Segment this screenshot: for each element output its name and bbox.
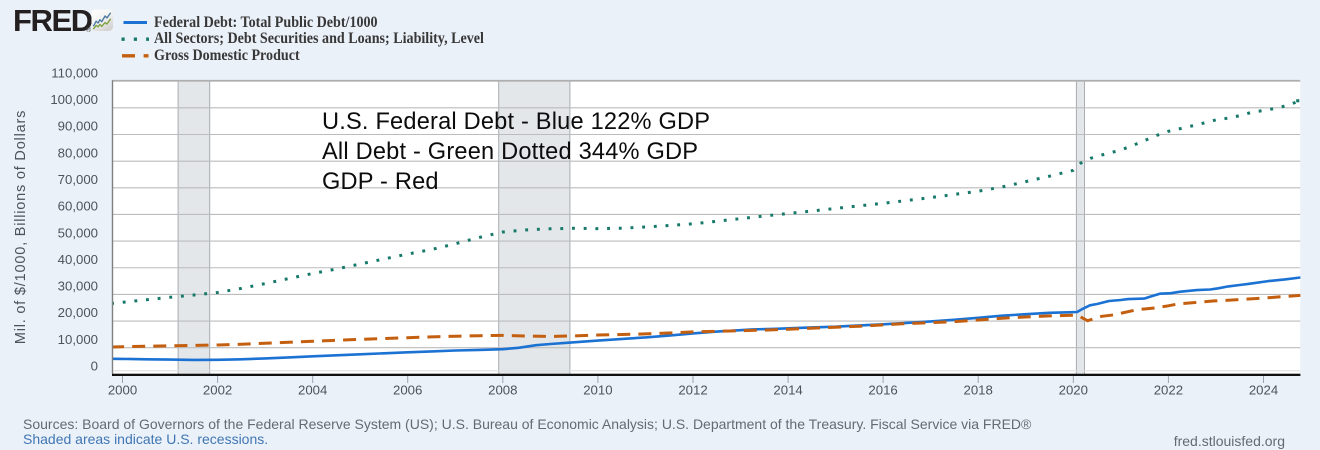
svg-text:2020: 2020 xyxy=(1059,382,1088,397)
svg-text:2022: 2022 xyxy=(1154,382,1183,397)
svg-text:40,000: 40,000 xyxy=(58,252,98,267)
svg-text:2008: 2008 xyxy=(488,382,517,397)
svg-text:80,000: 80,000 xyxy=(58,145,98,160)
svg-text:30,000: 30,000 xyxy=(58,279,98,294)
svg-text:2016: 2016 xyxy=(868,382,897,397)
svg-text:2010: 2010 xyxy=(583,382,612,397)
svg-text:100,000: 100,000 xyxy=(50,92,98,107)
svg-text:2002: 2002 xyxy=(203,382,232,397)
svg-text:110,000: 110,000 xyxy=(51,65,98,80)
svg-text:2004: 2004 xyxy=(298,382,327,397)
svg-text:0: 0 xyxy=(91,359,98,374)
svg-text:2024: 2024 xyxy=(1249,382,1278,397)
svg-text:50,000: 50,000 xyxy=(58,225,98,240)
svg-text:60,000: 60,000 xyxy=(58,199,98,214)
svg-text:2012: 2012 xyxy=(678,382,707,397)
svg-text:2018: 2018 xyxy=(964,382,993,397)
svg-text:10,000: 10,000 xyxy=(58,332,98,347)
svg-text:90,000: 90,000 xyxy=(58,119,98,134)
svg-text:2014: 2014 xyxy=(773,382,802,397)
svg-text:20,000: 20,000 xyxy=(58,305,98,320)
svg-text:70,000: 70,000 xyxy=(58,172,98,187)
svg-text:2006: 2006 xyxy=(393,382,422,397)
svg-text:2000: 2000 xyxy=(108,382,137,397)
